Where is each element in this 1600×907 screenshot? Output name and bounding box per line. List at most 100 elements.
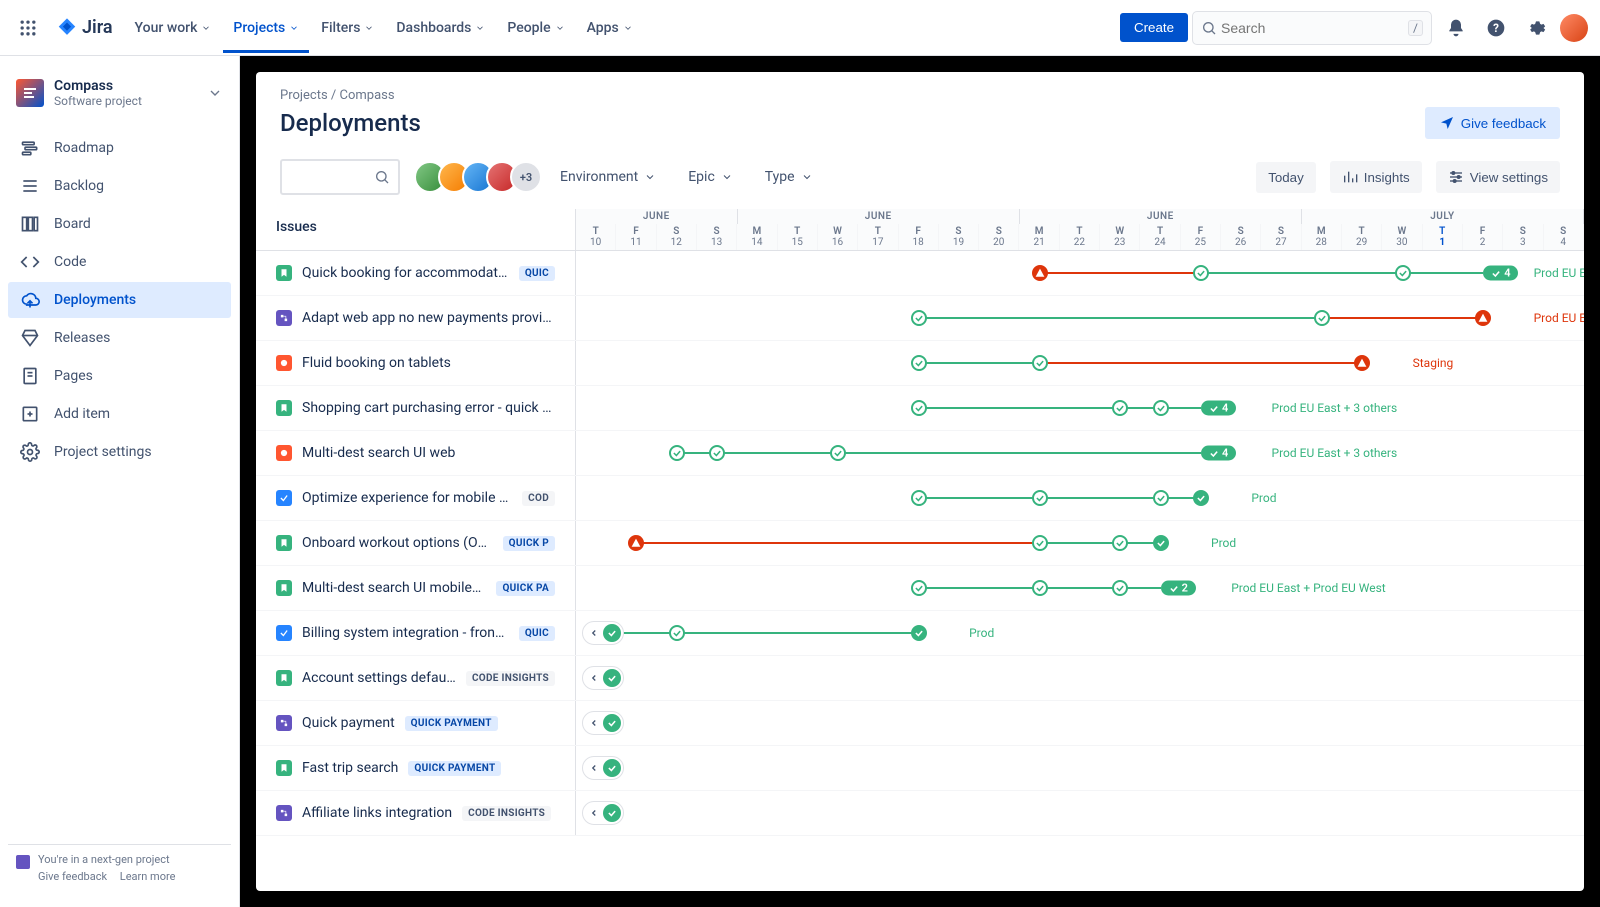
sidebar-item-deployments[interactable]: Deployments xyxy=(8,282,231,318)
filter-environment[interactable]: Environment xyxy=(556,163,660,191)
footer-learn-link[interactable]: Learn more xyxy=(120,870,176,883)
deploy-marker-success[interactable] xyxy=(1395,265,1411,281)
jira-logo[interactable]: Jira xyxy=(56,17,113,39)
chevron-down-icon[interactable] xyxy=(207,85,223,101)
nav-item-dashboards[interactable]: Dashboards xyxy=(386,14,495,42)
day-column[interactable]: S27 xyxy=(1261,224,1301,250)
day-column[interactable]: F2 xyxy=(1463,224,1503,250)
deploy-count-badge[interactable]: 4 xyxy=(1201,401,1236,416)
footer-feedback-link[interactable]: Give feedback xyxy=(38,870,107,883)
timeline-row[interactable]: Adapt web app no new payments providerPr… xyxy=(256,296,1584,341)
deploy-marker-success[interactable] xyxy=(911,355,927,371)
timeline-row[interactable]: Billing system integration - frontendQUI… xyxy=(256,611,1584,656)
day-column[interactable]: F18 xyxy=(899,224,939,250)
sidebar-item-code[interactable]: Code xyxy=(8,244,231,280)
project-header[interactable]: Compass Software project xyxy=(8,72,231,114)
sidebar-item-project-settings[interactable]: Project settings xyxy=(8,434,231,470)
give-feedback-button[interactable]: Give feedback xyxy=(1425,107,1560,139)
day-column[interactable]: M14 xyxy=(737,224,777,250)
timeline-row[interactable]: Account settings defaultsCODE INSIGHTS xyxy=(256,656,1584,701)
deploy-marker-success[interactable] xyxy=(1153,535,1169,551)
day-column[interactable]: S19 xyxy=(939,224,979,250)
deploy-marker-success[interactable] xyxy=(669,445,685,461)
collapse-button[interactable] xyxy=(582,666,624,690)
sidebar-item-backlog[interactable]: Backlog xyxy=(8,168,231,204)
timeline-row[interactable]: Multi-dest search UI mobilewebQUICK PA2P… xyxy=(256,566,1584,611)
day-column[interactable]: T24 xyxy=(1140,224,1180,250)
timeline-row[interactable]: Onboard workout options (OWO)QUICK PProd xyxy=(256,521,1584,566)
day-column[interactable]: T29 xyxy=(1342,224,1382,250)
issue-cell[interactable]: Quick paymentQUICK PAYMENT xyxy=(256,701,576,745)
app-switcher[interactable] xyxy=(12,12,44,44)
breadcrumb-compass[interactable]: Compass xyxy=(340,88,395,103)
sidebar-item-pages[interactable]: Pages xyxy=(8,358,231,394)
deploy-marker-success[interactable] xyxy=(911,490,927,506)
issue-cell[interactable]: Account settings defaultsCODE INSIGHTS xyxy=(256,656,576,700)
day-column[interactable]: T10 xyxy=(576,224,616,250)
issue-cell[interactable]: Multi-dest search UI web xyxy=(256,431,576,475)
filter-epic[interactable]: Epic xyxy=(684,163,737,191)
issue-cell[interactable]: Optimize experience for mobile webCOD xyxy=(256,476,576,520)
deploy-marker-success[interactable] xyxy=(1193,490,1209,506)
timeline-row[interactable]: Fluid booking on tabletsStaging xyxy=(256,341,1584,386)
deploy-marker-fail[interactable] xyxy=(1475,310,1491,326)
deploy-marker-success[interactable] xyxy=(1314,310,1330,326)
issue-cell[interactable]: Adapt web app no new payments provider xyxy=(256,296,576,340)
nav-item-people[interactable]: People xyxy=(497,14,574,42)
nav-item-filters[interactable]: Filters xyxy=(311,14,384,42)
sidebar-item-releases[interactable]: Releases xyxy=(8,320,231,356)
day-column[interactable]: M21 xyxy=(1019,224,1059,250)
deploy-marker-success[interactable] xyxy=(1032,580,1048,596)
timeline-row[interactable]: Multi-dest search UI web4Prod EU East + … xyxy=(256,431,1584,476)
issue-cell[interactable]: Fast trip searchQUICK PAYMENT xyxy=(256,746,576,790)
issue-cell[interactable]: Fluid booking on tablets xyxy=(256,341,576,385)
day-column[interactable]: T15 xyxy=(778,224,818,250)
day-column[interactable]: S12 xyxy=(657,224,697,250)
deploy-marker-fail[interactable] xyxy=(628,535,644,551)
create-button[interactable]: Create xyxy=(1120,13,1188,42)
deploy-marker-success[interactable] xyxy=(1032,490,1048,506)
assignee-avatars[interactable]: +3 xyxy=(414,161,542,193)
deploy-marker-success[interactable] xyxy=(830,445,846,461)
deploy-marker-success[interactable] xyxy=(911,310,927,326)
deploy-marker-success[interactable] xyxy=(1032,535,1048,551)
settings-icon[interactable] xyxy=(1520,12,1552,44)
deploy-marker-success[interactable] xyxy=(1032,355,1048,371)
deploy-marker-success[interactable] xyxy=(1112,400,1128,416)
avatar-more[interactable]: +3 xyxy=(510,161,542,193)
sidebar-item-add-item[interactable]: Add item xyxy=(8,396,231,432)
deploy-marker-success[interactable] xyxy=(1193,265,1209,281)
day-column[interactable]: S20 xyxy=(979,224,1019,250)
day-column[interactable]: S26 xyxy=(1221,224,1261,250)
timeline-row[interactable]: Shopping cart purchasing error - quick f… xyxy=(256,386,1584,431)
day-column[interactable]: T1 xyxy=(1423,224,1463,250)
today-button[interactable]: Today xyxy=(1256,162,1316,193)
user-avatar[interactable] xyxy=(1560,14,1588,42)
timeline-row[interactable]: Affiliate links integrationCODE INSIGHTS xyxy=(256,791,1584,836)
day-column[interactable]: W16 xyxy=(818,224,858,250)
issue-cell[interactable]: Billing system integration - frontendQUI… xyxy=(256,611,576,655)
deploy-marker-success[interactable] xyxy=(911,400,927,416)
deploy-marker-success[interactable] xyxy=(1112,535,1128,551)
collapse-button[interactable] xyxy=(582,711,624,735)
timeline-row[interactable]: Optimize experience for mobile webCODPro… xyxy=(256,476,1584,521)
sidebar-item-roadmap[interactable]: Roadmap xyxy=(8,130,231,166)
deploy-marker-success[interactable] xyxy=(669,625,685,641)
issue-cell[interactable]: Onboard workout options (OWO)QUICK P xyxy=(256,521,576,565)
search-input[interactable] xyxy=(1217,16,1408,40)
collapse-button[interactable] xyxy=(582,801,624,825)
global-search[interactable]: / xyxy=(1192,11,1432,45)
collapse-button[interactable] xyxy=(582,756,624,780)
day-column[interactable]: S13 xyxy=(697,224,737,250)
issue-cell[interactable]: Affiliate links integrationCODE INSIGHTS xyxy=(256,791,576,835)
timeline-row[interactable]: Quick paymentQUICK PAYMENT xyxy=(256,701,1584,746)
deploy-marker-fail[interactable] xyxy=(1032,265,1048,281)
collapse-button[interactable] xyxy=(582,621,624,645)
nav-item-your-work[interactable]: Your work xyxy=(125,14,222,42)
deploy-marker-fail[interactable] xyxy=(1354,355,1370,371)
issue-cell[interactable]: Shopping cart purchasing error - quick f… xyxy=(256,386,576,430)
issue-cell[interactable]: Quick booking for accommodationsQUIC xyxy=(256,251,576,295)
issue-cell[interactable]: Multi-dest search UI mobilewebQUICK PA xyxy=(256,566,576,610)
deploy-count-badge[interactable]: 4 xyxy=(1483,266,1518,281)
breadcrumb-projects[interactable]: Projects xyxy=(280,88,328,103)
